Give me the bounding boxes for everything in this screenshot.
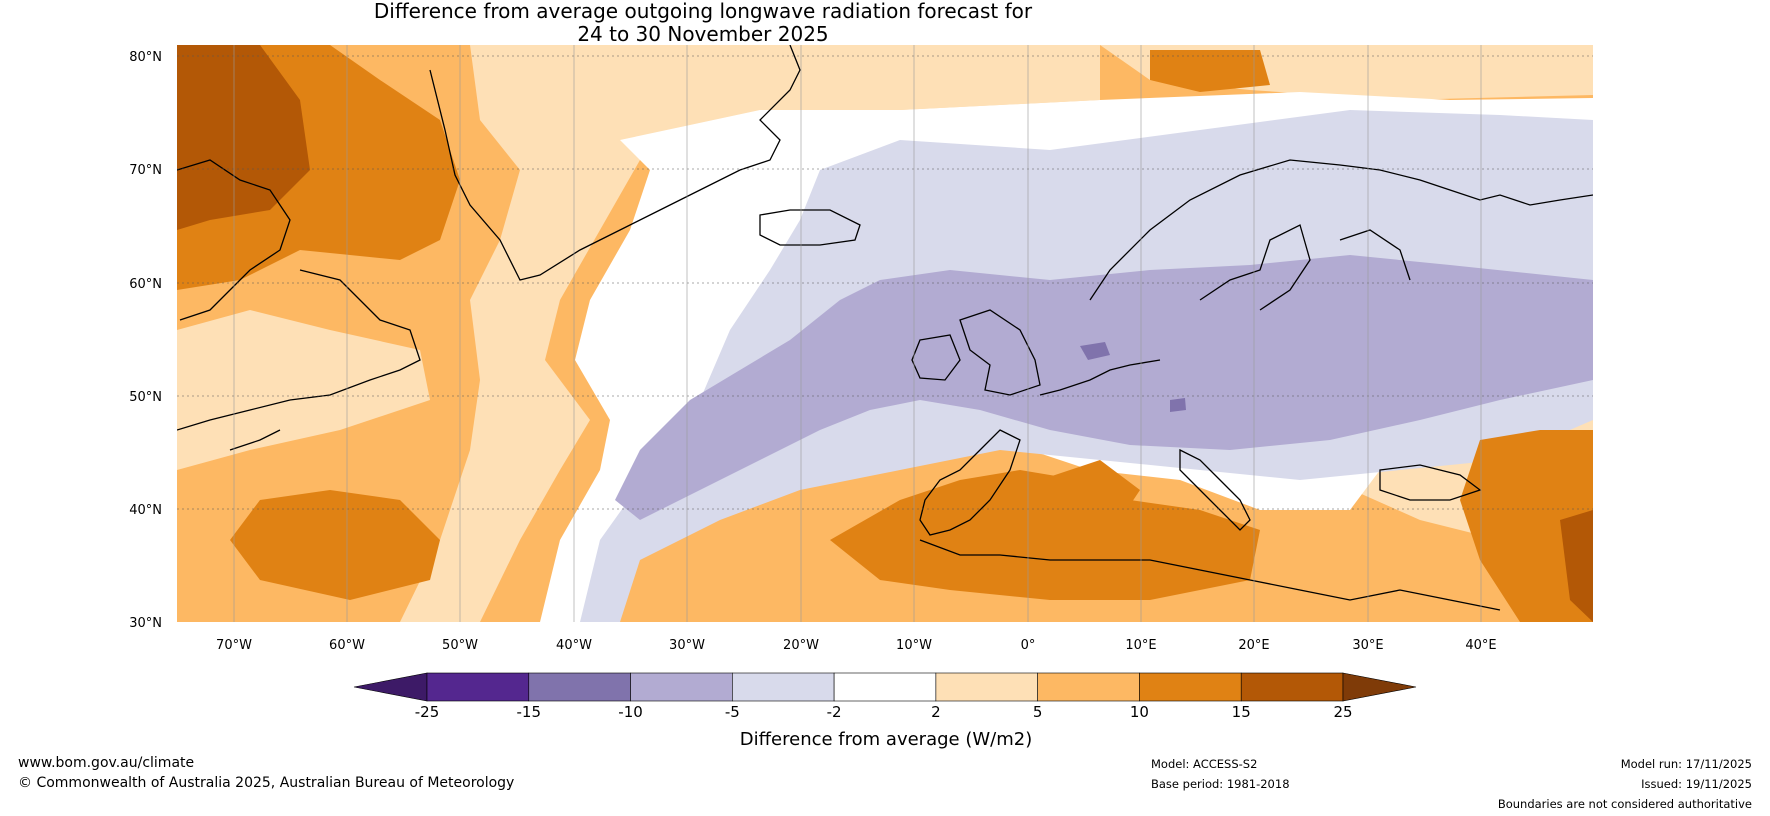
colorbar-tick-label: -5	[725, 703, 740, 721]
contour-10-region-top-right	[1150, 50, 1270, 92]
lat-label-70n: 70°N	[129, 163, 162, 178]
footer-model: Model: ACCESS-S2	[1151, 757, 1258, 771]
chart-title: Difference from average outgoing longwav…	[0, 0, 1406, 46]
coastline-europe-west	[919, 359, 1161, 536]
colorbar-segment	[833, 672, 937, 702]
colorbar-tick-label: 5	[1033, 703, 1043, 721]
lon-label-40w: 40°W	[556, 638, 592, 653]
latitude-labels: 80°N 70°N 60°N 50°N 40°N 30°N	[129, 50, 162, 631]
gridlines	[177, 55, 1593, 510]
footer-base-period: Base period: 1981-2018	[1151, 777, 1290, 791]
lon-label-60w: 60°W	[329, 638, 365, 653]
contour-10-region-north-africa	[830, 470, 1260, 600]
coastline-scandinavia	[1089, 159, 1593, 311]
coastline-north-africa	[919, 539, 1501, 611]
chart-title-line2: 24 to 30 November 2025	[577, 22, 829, 46]
lon-label-40e: 40°E	[1465, 638, 1496, 653]
lon-label-70w: 70°W	[216, 638, 252, 653]
colorbar-segment	[528, 672, 631, 702]
footer-website: www.bom.gov.au/climate	[18, 755, 195, 771]
footer-issued: Issued: 19/11/2025	[1641, 777, 1752, 791]
coastline-british-isles	[959, 309, 1041, 396]
meridians	[233, 45, 1482, 622]
lon-label-20e: 20°E	[1238, 638, 1269, 653]
lon-label-10e: 10°E	[1125, 638, 1156, 653]
coastline-canada	[177, 159, 421, 451]
colorbar-tick-label: 15	[1232, 703, 1251, 721]
coastline-italy	[1179, 448, 1251, 531]
colorbar-tick-label: -15	[517, 703, 542, 721]
lon-label-50w: 50°W	[442, 638, 478, 653]
colorbar-tick-label: -10	[618, 703, 643, 721]
colorbar-segment	[935, 672, 1038, 702]
colorbar-segment	[1037, 672, 1140, 702]
lon-label-30e: 30°E	[1352, 638, 1383, 653]
lat-label-40n: 40°N	[129, 503, 162, 518]
colorbar-extend-low	[353, 672, 428, 702]
lon-label-10w: 10°W	[896, 638, 932, 653]
coastline-greenland	[429, 45, 801, 281]
colorbar-tick-label: 2	[931, 703, 941, 721]
footer-copyright: © Commonwealth of Australia 2025, Austra…	[18, 775, 515, 791]
longitude-labels: 70°W 60°W 50°W 40°W 30°W 20°W 10°W 0° 10…	[216, 638, 1497, 653]
colorbar-segment	[1240, 672, 1344, 702]
coastline-ireland	[911, 334, 961, 381]
colorbar-segment	[732, 672, 835, 702]
colorbar-tick-label: -25	[415, 703, 440, 721]
colorbar-tick-label: 10	[1130, 703, 1149, 721]
contour-5-region-atlantic	[400, 45, 1100, 622]
colorbar	[353, 672, 1417, 702]
contour-10-region-middle-east	[1460, 430, 1593, 622]
lat-label-30n: 30°N	[129, 616, 162, 631]
colorbar-segment	[426, 672, 530, 702]
colorbar-tick-labels: -25 -15 -10 -5 -2 2 5 10 15 25	[415, 703, 1353, 721]
lon-label-20w: 20°W	[783, 638, 819, 653]
contour-10-region-canada	[230, 490, 440, 600]
contour-minus5-region	[615, 255, 1593, 520]
contour-10-region-mediterranean	[1040, 460, 1140, 520]
footer-model-run: Model run: 17/11/2025	[1620, 757, 1752, 771]
colorbar-tick-label: 25	[1333, 703, 1352, 721]
footer-disclaimer: Boundaries are not considered authoritat…	[1497, 797, 1752, 811]
map-plot-area	[177, 45, 1593, 622]
contour-15-region-northwest	[177, 45, 310, 230]
contour-minus10-patch	[1080, 342, 1110, 360]
lon-label-30w: 30°W	[669, 638, 705, 653]
coastline-black-sea	[1379, 464, 1482, 501]
lat-label-80n: 80°N	[129, 50, 162, 65]
colorbar-tick-label: -2	[827, 703, 842, 721]
coastlines	[177, 45, 1593, 611]
lat-label-50n: 50°N	[129, 390, 162, 405]
colorbar-extend-high	[1342, 672, 1417, 702]
contour-5-region-west	[177, 310, 430, 470]
colorbar-title: Difference from average (W/m2)	[740, 729, 1032, 750]
colorbar-segment	[630, 672, 733, 702]
lat-label-60n: 60°N	[129, 277, 162, 292]
colorbar-segment	[1139, 672, 1242, 702]
contour-minus10-patch-2	[1170, 398, 1186, 412]
chart-title-line1: Difference from average outgoing longwav…	[373, 0, 1033, 23]
lon-label-0: 0°	[1021, 638, 1036, 653]
contour-15-region-middle-east	[1560, 510, 1593, 622]
coastline-iceland	[759, 209, 861, 246]
